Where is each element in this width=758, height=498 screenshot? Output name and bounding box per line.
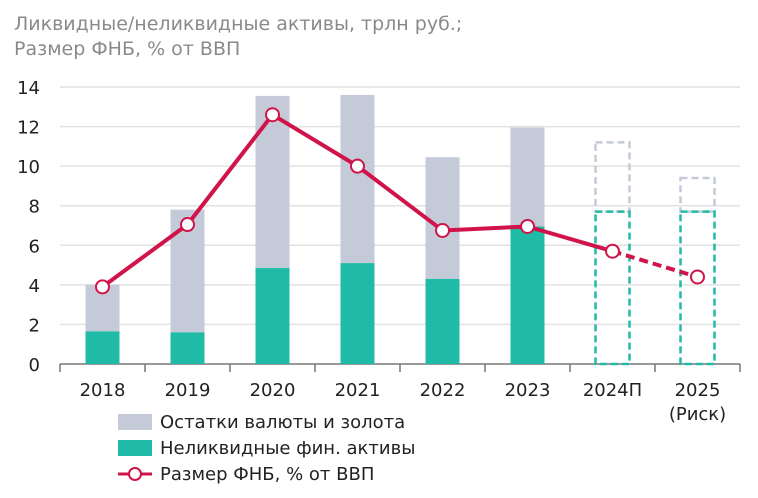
y-tick-label: 2 [29,315,40,336]
legend-swatch-nwf [118,467,152,481]
bar-illiquid [255,268,290,364]
y-tick-label: 14 [17,78,40,99]
legend-item-nwf: Размер ФНБ, % от ВВП [118,462,415,486]
bar-fx-gold [510,127,545,227]
legend-label-fx-gold: Остатки валюты и золота [160,411,406,433]
legend-item-illiquid: Неликвидные фин. активы [118,436,415,460]
legend: Остатки валюты и золота Неликвидные фин.… [118,410,415,488]
y-tick-label: 4 [29,276,40,297]
point-nwf [435,222,450,238]
point-nwf [265,107,280,123]
bar-illiquid [510,226,545,364]
y-tick-label: 10 [17,157,40,178]
x-tick-label: 2022 [420,380,466,401]
title-line-2: Размер ФНБ, % от ВВП [14,38,241,60]
bar-illiquid [170,332,205,364]
point-nwf [605,243,620,259]
bar-illiquid-forecast [594,210,631,366]
y-tick-label: 12 [17,118,40,139]
point-nwf [95,279,110,295]
legend-label-illiquid: Неликвидные фин. активы [160,437,416,459]
legend-item-fx-gold: Остатки валюты и золота [118,410,415,434]
x-tick-label: (Риск) [669,404,726,425]
point-nwf [520,218,535,234]
line-segment-nwf [185,113,275,226]
point-nwf [180,217,195,233]
y-tick-label: 8 [29,197,40,218]
title-line-1: Ликвидные/неликвидные активы, трлн руб.; [14,13,463,35]
y-tick-label: 6 [29,236,40,257]
bar-illiquid-forecast [679,210,716,366]
x-tick-label: 2019 [165,380,211,401]
bar-fx-gold-forecast [679,176,716,213]
line-segment-nwf [611,249,699,279]
x-tick-label: 2018 [80,380,126,401]
x-tick-label: 2021 [335,380,381,401]
bar-illiquid [85,331,120,364]
x-tick-label: 2023 [505,380,551,401]
legend-label-nwf: Размер ФНБ, % от ВВП [160,463,375,485]
x-tick-label: 2020 [250,380,296,401]
line-segment-nwf [442,224,528,233]
bar-illiquid [425,278,460,364]
y-tick-label: 0 [29,355,40,376]
bar-fx-gold [425,157,460,279]
bar-fx-gold-forecast [594,141,631,213]
bar-illiquid [340,263,375,364]
bar-fx-gold [340,94,375,264]
line-segment-nwf [271,112,359,168]
chart-title: Ликвидные/неликвидные активы, трлн руб.;… [14,12,462,62]
line-segment-nwf [101,222,189,289]
line-segment-nwf [526,224,614,254]
bar-fx-gold [255,95,290,269]
line-segment-nwf [356,164,444,233]
point-nwf [350,158,365,174]
legend-swatch-illiquid [118,440,152,456]
x-tick-label: 2024П [583,380,642,401]
x-tick-label: 2025 [675,380,721,401]
legend-swatch-fx-gold [118,414,152,430]
point-nwf [690,269,705,285]
